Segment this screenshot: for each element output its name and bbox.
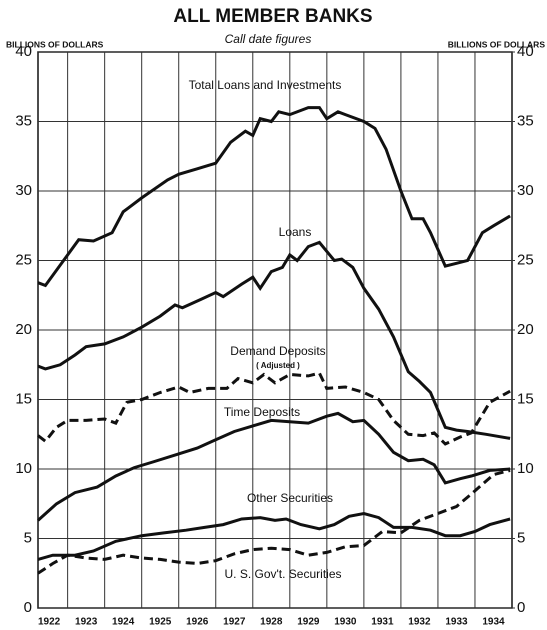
y2-tick-label: 35 xyxy=(517,112,534,129)
y2-tick-label: 0 xyxy=(517,599,525,616)
y-tick-label: 0 xyxy=(24,599,32,616)
series-label: Time Deposits xyxy=(224,405,300,419)
x-tick-label: 1922 xyxy=(38,617,61,628)
series-line xyxy=(37,371,511,446)
x-tick-label: 1925 xyxy=(149,617,172,628)
y-tick-label: 30 xyxy=(15,182,32,199)
series-line xyxy=(37,240,511,440)
x-tick-label: 1931 xyxy=(371,617,394,628)
series-line xyxy=(36,411,511,522)
x-tick-label: 1929 xyxy=(297,617,320,628)
y-tick-label: 10 xyxy=(15,460,32,477)
y-tick-label: 35 xyxy=(15,112,32,129)
y2-tick-label: 15 xyxy=(517,390,534,407)
y-tick-label: 20 xyxy=(15,321,32,338)
x-tick-label: 1924 xyxy=(112,617,135,628)
x-tick-label: 1930 xyxy=(334,617,357,628)
x-tick-label: 1927 xyxy=(223,617,246,628)
series-line xyxy=(37,511,511,561)
series-note: ( Adjusted ) xyxy=(256,361,300,370)
series-label: U. S. Gov't. Securities xyxy=(225,567,342,581)
series-line xyxy=(37,468,511,575)
x-tick-label: 1933 xyxy=(445,617,468,628)
chart-subtitle: Call date figures xyxy=(225,32,312,46)
x-tick-label: 1932 xyxy=(408,617,431,628)
series-label: Loans xyxy=(279,225,312,239)
series-label: Other Securities xyxy=(247,491,333,505)
y2-tick-label: 20 xyxy=(517,321,534,338)
y2-axis-label: BILLIONS OF DOLLARS xyxy=(448,39,546,49)
x-tick-label: 1923 xyxy=(75,617,98,628)
y-tick-label: 15 xyxy=(15,390,32,407)
y-tick-label: 40 xyxy=(15,43,32,60)
y2-tick-label: 25 xyxy=(517,251,534,268)
chart-title: ALL MEMBER BANKS xyxy=(173,6,372,27)
y-tick-label: 25 xyxy=(15,251,32,268)
series-label: Total Loans and Investments xyxy=(189,78,342,92)
y2-tick-label: 40 xyxy=(517,43,534,60)
y2-tick-label: 30 xyxy=(517,182,534,199)
x-tick-label: 1928 xyxy=(260,617,283,628)
y2-tick-label: 5 xyxy=(517,529,525,546)
y2-tick-label: 10 xyxy=(517,460,534,477)
series-line xyxy=(37,106,511,288)
y-tick-label: 5 xyxy=(24,529,32,546)
x-tick-label: 1926 xyxy=(186,617,209,628)
x-tick-label: 1934 xyxy=(482,617,505,628)
y-axis-label: BILLIONS OF DOLLARS xyxy=(6,39,104,49)
series-label: Demand Deposits xyxy=(230,344,325,358)
